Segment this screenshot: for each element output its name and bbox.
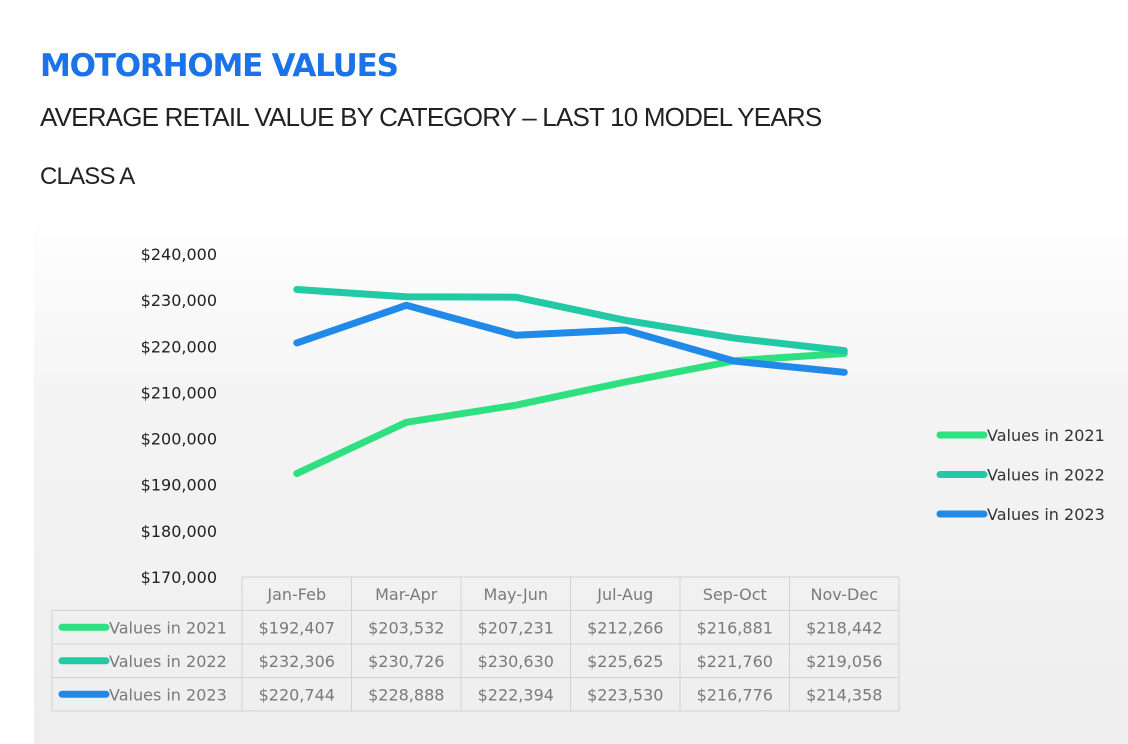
table-value-cell: $232,306	[259, 652, 335, 671]
y-tick-label: $180,000	[141, 522, 217, 541]
table-value-cell: $219,056	[806, 652, 882, 671]
table-value-cell: $207,231	[478, 618, 554, 637]
x-category-label: Mar-Apr	[375, 585, 438, 604]
table-value-cell: $214,358	[806, 685, 882, 704]
page-title: MOTORHOME VALUES	[40, 48, 399, 84]
series-line-1	[293, 350, 848, 478]
table-series-name: Values in 2023	[109, 685, 227, 704]
y-tick-label: $170,000	[141, 568, 217, 587]
table-series-name: Values in 2021	[109, 618, 227, 637]
y-tick-label: $210,000	[141, 383, 217, 402]
table-value-cell: $221,760	[697, 652, 773, 671]
table-value-cell: $225,625	[587, 652, 663, 671]
table-value-cell: $212,266	[587, 618, 663, 637]
y-tick-label: $220,000	[141, 337, 217, 356]
category-label: CLASS A	[40, 163, 135, 190]
x-category-label: Nov-Dec	[810, 585, 878, 604]
table-value-cell: $203,532	[368, 618, 444, 637]
y-tick-label: $190,000	[141, 476, 217, 495]
page-subtitle: AVERAGE RETAIL VALUE BY CATEGORY – LAST …	[40, 102, 822, 132]
y-tick-label: $240,000	[141, 245, 217, 264]
line-chart: $240,000 $230,000 $220,000 $210,000 $200,000…	[51, 245, 1105, 712]
table-value-cell: $216,881	[697, 618, 773, 637]
table-value-cell: $230,726	[368, 652, 444, 671]
table-value-cell: $222,394	[478, 685, 554, 704]
y-tick-label: $200,000	[141, 430, 217, 449]
table-value-cell: $192,407	[259, 618, 335, 637]
x-category-label: May-Jun	[484, 585, 548, 604]
series-line-3	[293, 301, 848, 376]
legend-label: Values in 2022	[987, 466, 1105, 485]
y-tick-label: $230,000	[141, 291, 217, 310]
table-value-cell: $218,442	[806, 618, 882, 637]
x-category-label: Sep-Oct	[703, 585, 767, 604]
chart-panel: $240,000 $230,000 $220,000 $210,000 $200,000…	[34, 210, 1128, 744]
table-series-name: Values in 2022	[109, 652, 227, 671]
table-value-cell: $220,744	[259, 685, 335, 704]
table-value-cell: $230,630	[478, 652, 554, 671]
x-category-label: Jan-Feb	[266, 585, 326, 604]
table-value-cell: $223,530	[587, 685, 663, 704]
x-category-label: Jul-Aug	[596, 585, 653, 604]
table-value-cell: $228,888	[368, 685, 444, 704]
legend-label: Values in 2023	[987, 505, 1105, 524]
legend-label: Values in 2021	[987, 426, 1105, 445]
table-value-cell: $216,776	[697, 685, 773, 704]
series-line-2	[293, 286, 848, 355]
